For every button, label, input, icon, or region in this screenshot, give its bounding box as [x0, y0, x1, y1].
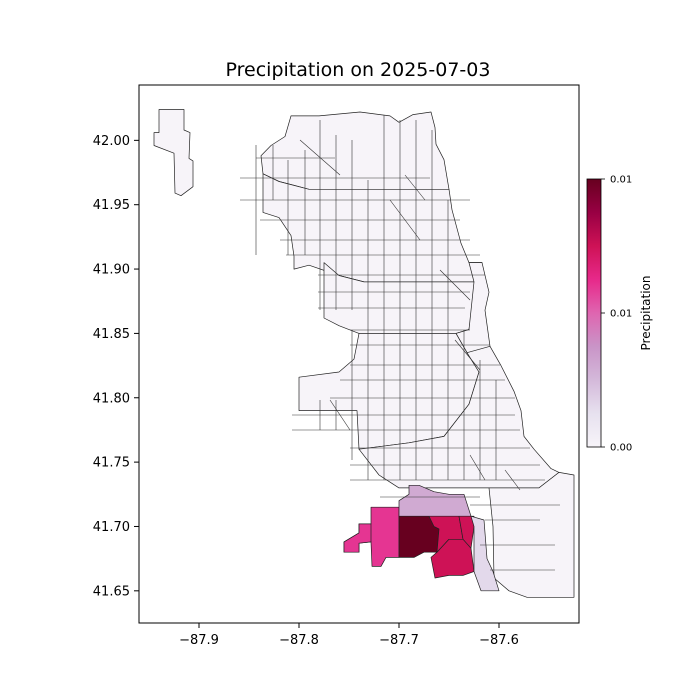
- y-tick-label: 41.90: [93, 263, 130, 278]
- region-polygon: [488, 472, 575, 598]
- y-tick-label: 41.65: [93, 584, 130, 599]
- district-boundary-lines: [240, 115, 560, 571]
- y-tick-label: 41.95: [93, 198, 130, 213]
- colorbar-label: Precipitation: [639, 275, 653, 350]
- region-polygon: [358, 345, 560, 489]
- axes-frame: [138, 84, 580, 624]
- x-tick-label: −87.6: [479, 633, 519, 648]
- district-boundary: [299, 139, 341, 176]
- colorbar-tick-label: 0.01: [610, 175, 632, 186]
- colorbar: [586, 178, 602, 448]
- region-polygon: [153, 109, 194, 197]
- region-polygon: [430, 538, 475, 579]
- district-boundary: [504, 469, 521, 491]
- y-tick-label: 41.80: [93, 391, 130, 406]
- x-tick-label: −87.7: [379, 633, 419, 648]
- district-boundary: [469, 454, 486, 481]
- x-tick-label: −87.9: [179, 633, 219, 648]
- district-boundary: [329, 399, 351, 431]
- y-tick-label: 42.00: [93, 134, 130, 149]
- map-layer: [153, 109, 575, 598]
- colorbar-tick-label: 0.01: [610, 309, 632, 320]
- y-tick-label: 41.75: [93, 456, 130, 471]
- region-polygon: [398, 484, 472, 517]
- region-polygon: [470, 515, 500, 592]
- x-tick-label: −87.8: [279, 633, 319, 648]
- y-axis: 41.65 41.70 41.75 41.80 41.85 41.90 41.95 42.00: [93, 134, 139, 599]
- colorbar-ticks: 0.00 0.01 0.01: [601, 175, 632, 454]
- region-polygon: [262, 173, 483, 283]
- district-boundary: [389, 199, 421, 241]
- colorbar-tick-label: 0.00: [610, 443, 632, 454]
- y-tick-label: 41.85: [93, 327, 130, 342]
- y-tick-label: 41.70: [93, 520, 130, 535]
- x-axis: −87.9 −87.8 −87.7 −87.6: [179, 623, 519, 648]
- district-boundary: [454, 339, 481, 371]
- district-boundary: [439, 269, 471, 301]
- district-boundary: [404, 174, 426, 201]
- region-polygon: [343, 523, 372, 553]
- chart-title: Precipitation on 2025-07-03: [226, 59, 491, 81]
